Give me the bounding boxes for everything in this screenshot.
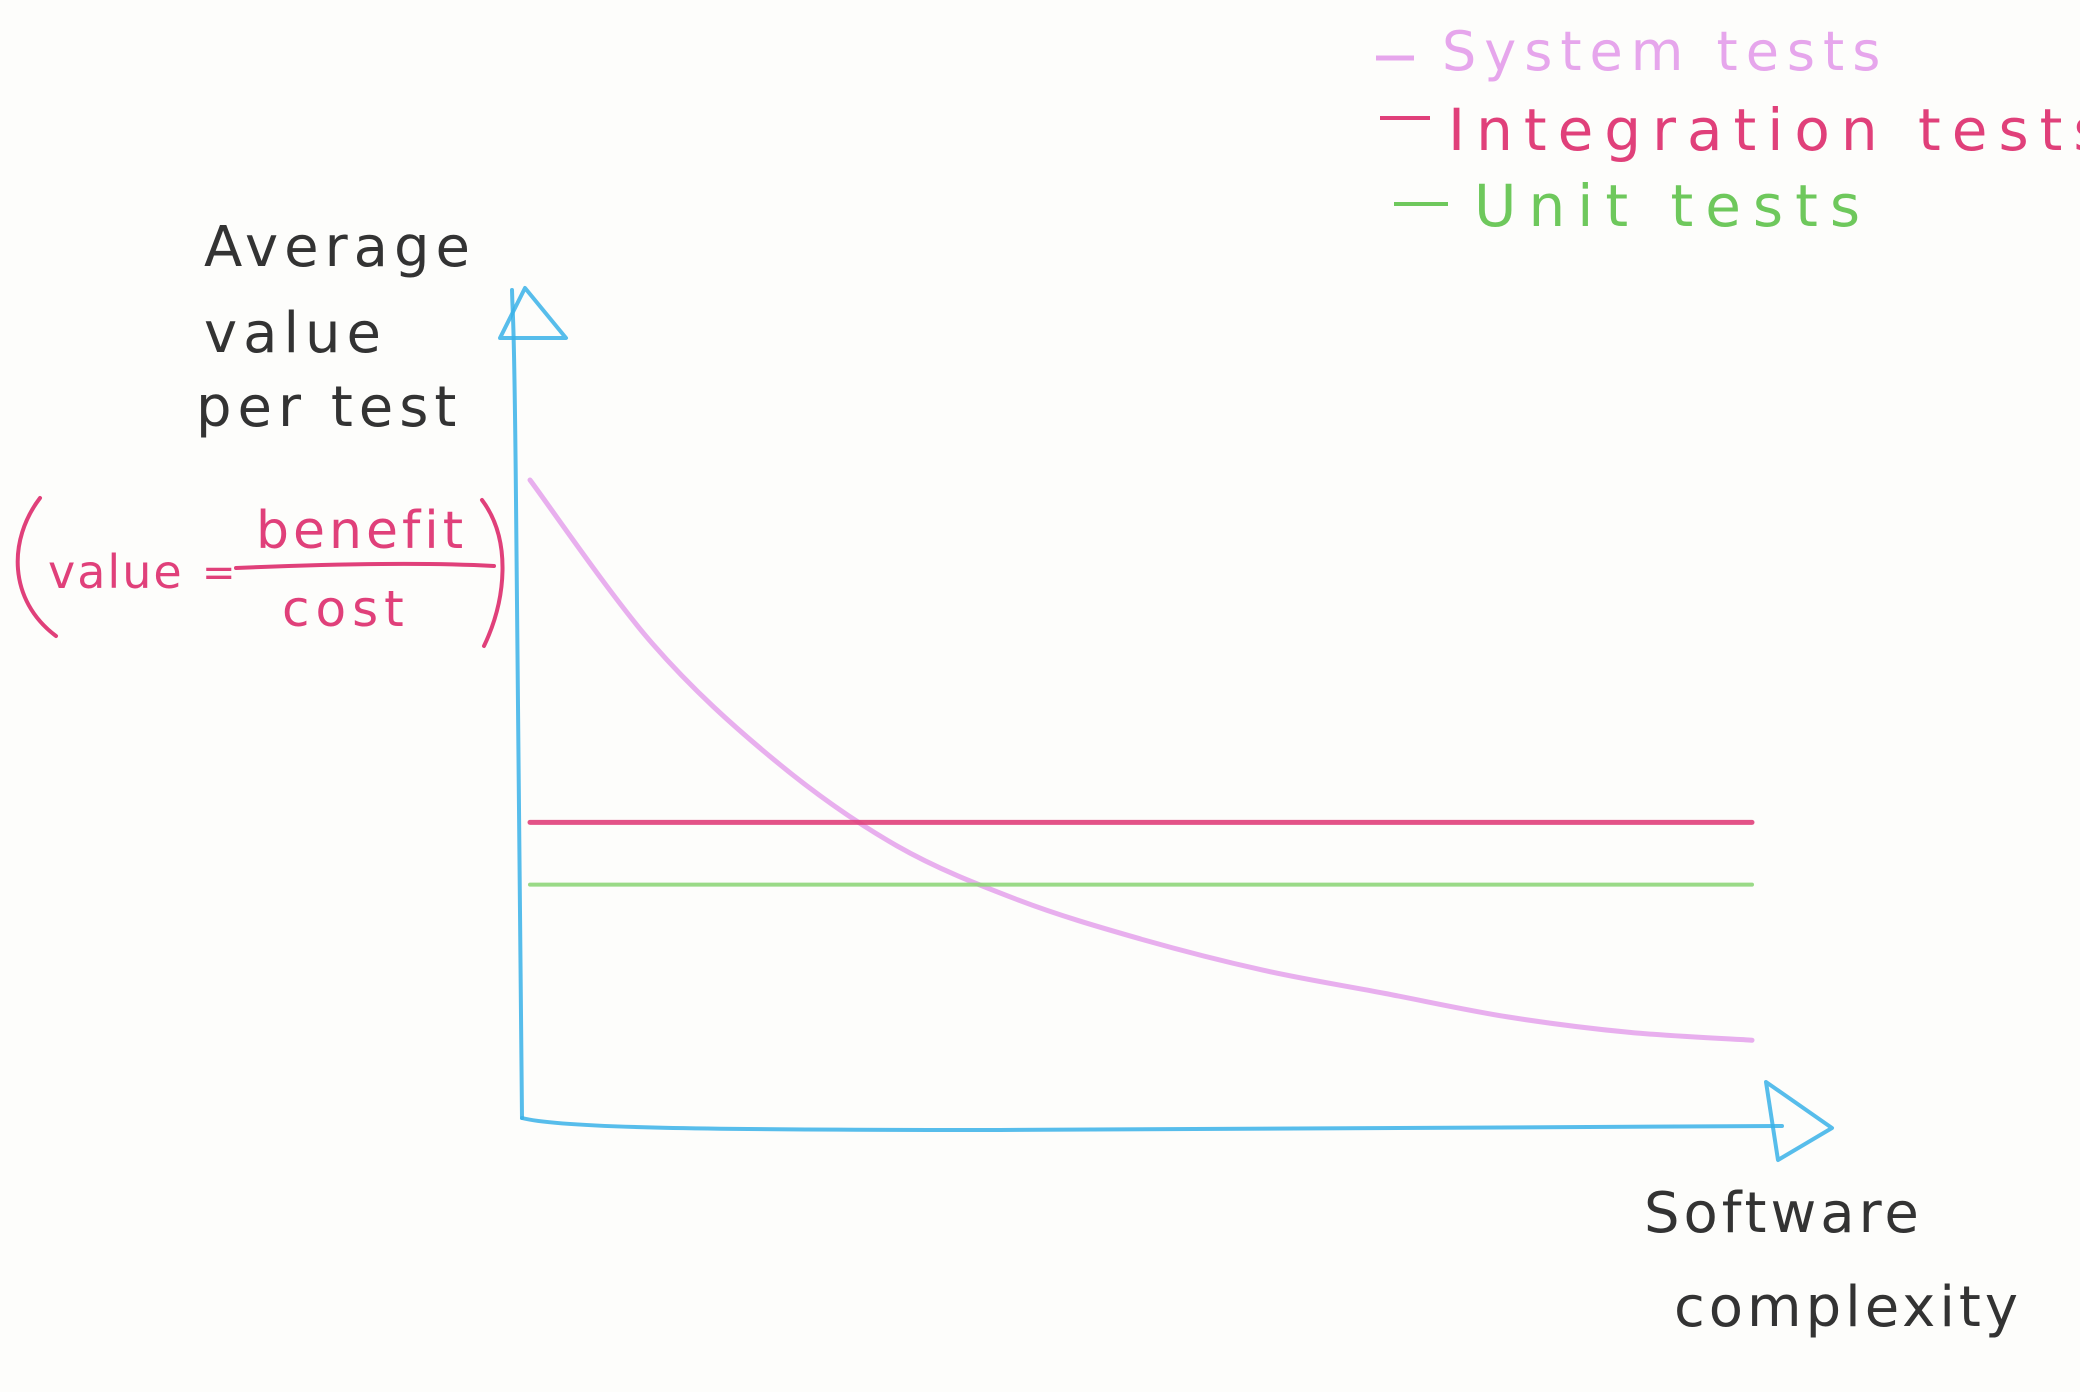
- formula-right-paren: [480, 498, 505, 648]
- legend: System tests Integration tests Unit test…: [1376, 20, 2080, 240]
- legend-label-integration: Integration tests: [1448, 96, 2080, 164]
- x-axis-label-line-2: complexity: [1674, 1275, 2022, 1340]
- x-axis-label-line-1: Software: [1644, 1181, 1923, 1246]
- x-axis-label: Software complexity: [1644, 1181, 2022, 1340]
- y-axis-label: Average value per test: [196, 215, 476, 440]
- y-axis-line: [510, 288, 524, 1120]
- formula-left-paren: [15, 496, 58, 638]
- value-formula-annotation: value = benefit cost: [15, 496, 505, 648]
- formula-denominator: cost: [282, 580, 410, 638]
- x-axis-arrowhead: [1764, 1080, 1834, 1162]
- formula-lhs: value: [48, 545, 184, 599]
- y-axis-label-line-1: Average: [204, 215, 476, 280]
- formula-numerator: benefit: [256, 501, 467, 561]
- legend-label-system: System tests: [1442, 20, 1888, 83]
- x-axis-line: [520, 1116, 1784, 1132]
- y-axis-label-line-3: per test: [196, 375, 462, 440]
- y-axis-arrowhead: [498, 286, 568, 340]
- legend-label-unit: Unit tests: [1474, 172, 1872, 240]
- series-line-system-tests: [527, 477, 1755, 1043]
- formula-fraction-bar: [234, 561, 496, 570]
- series-layer: [527, 477, 1755, 1043]
- axes: [498, 286, 1834, 1162]
- formula-equals: =: [202, 550, 236, 596]
- y-axis-label-line-2: value: [204, 301, 387, 366]
